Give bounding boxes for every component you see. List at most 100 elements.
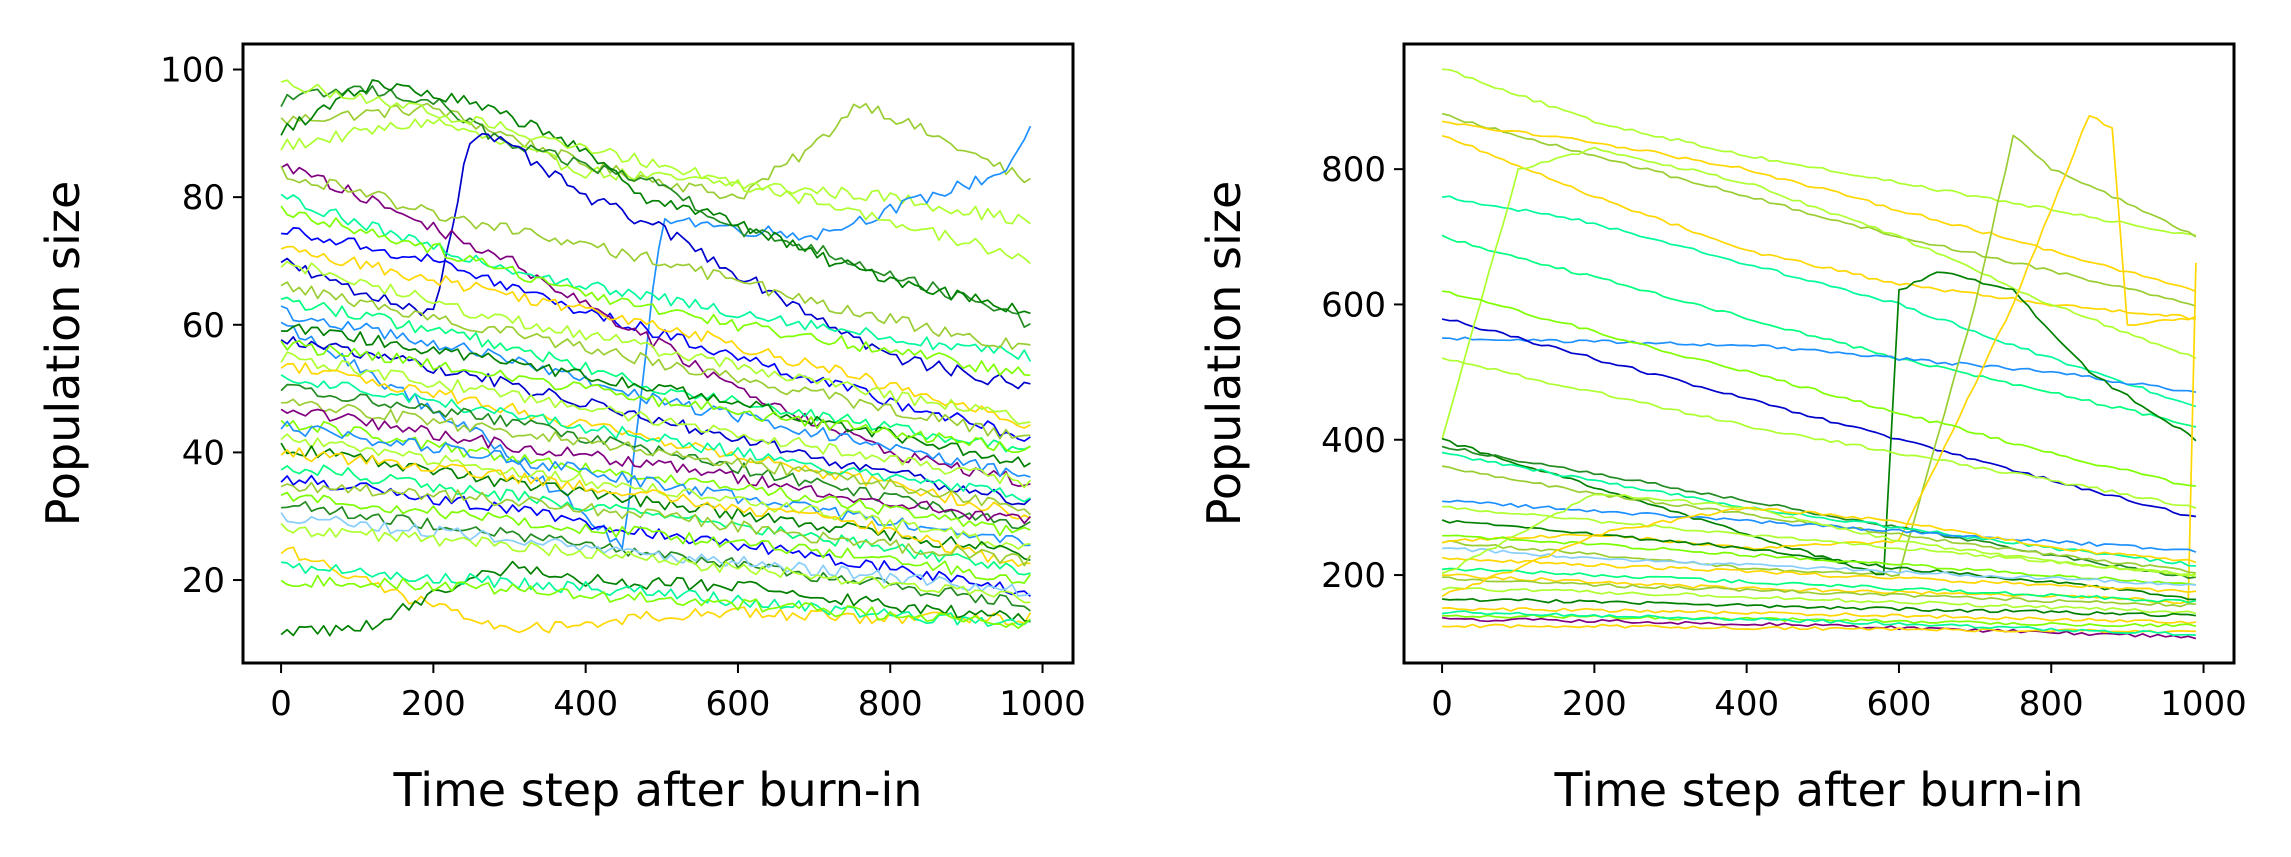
y-tick-label: 60 xyxy=(182,306,225,346)
series-line-4 xyxy=(280,79,1031,315)
series-line-1 xyxy=(1441,112,2197,307)
x-axis-label: Time step after burn-in xyxy=(393,763,923,817)
series-line-26 xyxy=(280,433,1031,550)
series-line-15 xyxy=(281,323,1031,468)
series-group xyxy=(280,79,1032,637)
series-line-5 xyxy=(1441,234,2197,428)
x-tick-label: 1000 xyxy=(2160,684,2247,724)
series-line-25 xyxy=(280,420,1031,547)
series-line-23 xyxy=(1441,556,2197,594)
series-line-30 xyxy=(1441,616,2197,640)
x-tick-label: 800 xyxy=(2019,684,2084,724)
series-line-34 xyxy=(1441,506,2197,598)
series-line-21 xyxy=(280,383,1031,530)
y-tick-label: 600 xyxy=(1321,285,1386,325)
series-line-32 xyxy=(1442,610,2196,636)
x-tick-label: 400 xyxy=(1714,684,1779,724)
x-tick-label: 400 xyxy=(553,684,618,724)
series-line-10 xyxy=(1441,271,2197,576)
y-tick-label: 100 xyxy=(160,51,225,91)
series-line-11 xyxy=(280,260,1031,425)
series-group xyxy=(1441,68,2197,640)
series-line-26 xyxy=(1441,586,2197,615)
series-line-5 xyxy=(280,132,1031,390)
series-line-20 xyxy=(1442,505,2197,577)
x-tick-label: 0 xyxy=(270,684,292,724)
chart-panel-left: 0 200 400 600 800 1000 20 40 60 80 100 Time step af… xyxy=(36,42,1086,817)
series-line-16 xyxy=(1441,451,2196,567)
y-tick-label: 800 xyxy=(1321,150,1386,190)
series-line-41 xyxy=(280,165,1031,351)
series-line-13 xyxy=(1442,290,2196,487)
series-line-13 xyxy=(280,296,1031,453)
y-tick-label: 400 xyxy=(1321,421,1386,461)
series-line-35 xyxy=(280,522,1031,604)
series-line-12 xyxy=(280,281,1031,440)
series-line-19 xyxy=(280,362,1031,520)
x-tick-label: 0 xyxy=(1431,684,1453,724)
x-tick-label: 200 xyxy=(1562,684,1627,724)
series-line-27 xyxy=(1442,597,2197,618)
series-line-31 xyxy=(1442,623,2196,634)
series-line-14 xyxy=(1441,357,2197,509)
axes-frame xyxy=(241,42,1075,665)
series-line-4 xyxy=(1442,195,2197,408)
series-line-19 xyxy=(1441,519,2196,601)
y-tick-label: 80 xyxy=(182,178,225,218)
series-line-34 xyxy=(280,512,1031,597)
x-tick-label: 800 xyxy=(858,684,923,724)
series-line-11 xyxy=(1441,114,2197,551)
series-line-32 xyxy=(280,491,1032,584)
y-tick-label: 20 xyxy=(182,561,225,601)
series-line-8 xyxy=(1441,146,2197,440)
series-line-3 xyxy=(1441,134,2196,320)
series-line-12 xyxy=(1442,262,2197,605)
series-line-18 xyxy=(1442,499,2197,553)
series-line-30 xyxy=(280,474,1031,598)
series-line-28 xyxy=(280,447,1031,568)
series-line-16 xyxy=(280,336,1031,506)
series-line-15 xyxy=(1441,445,2197,579)
series-line-6 xyxy=(1442,336,2197,394)
series-line-23 xyxy=(280,408,1032,525)
series-line-0 xyxy=(280,102,1031,200)
series-line-9 xyxy=(1441,134,2197,577)
series-line-6 xyxy=(281,227,1031,442)
series-line-20 xyxy=(280,374,1031,503)
series-line-40 xyxy=(280,79,1031,265)
series-line-9 xyxy=(280,205,1031,377)
series-line-2 xyxy=(1441,120,2197,293)
series-line-21 xyxy=(1442,534,2197,586)
x-tick-label: 200 xyxy=(401,684,466,724)
x-tick-label: 1000 xyxy=(999,684,1086,724)
series-line-33 xyxy=(1441,493,2197,578)
series-line-36 xyxy=(280,546,1032,634)
series-line-28 xyxy=(1442,607,2197,625)
series-line-8 xyxy=(280,193,1032,362)
y-tick-label: 200 xyxy=(1321,556,1386,596)
series-line-29 xyxy=(1442,613,2197,628)
x-tick-label: 600 xyxy=(706,684,771,724)
y-axis-label: Population size xyxy=(36,181,90,527)
series-line-14 xyxy=(280,305,1031,478)
axes-frame xyxy=(1402,42,2236,665)
chart-panel-right: 0 200 400 600 800 1000 200 400 600 800 Time step a… xyxy=(1197,42,2247,817)
series-line-17 xyxy=(280,339,1031,454)
series-line-37 xyxy=(280,560,1031,637)
series-line-22 xyxy=(1442,547,2196,586)
series-line-24 xyxy=(1442,567,2197,604)
series-line-31 xyxy=(280,481,1032,567)
y-axis-label: Population size xyxy=(1197,181,1251,527)
x-tick-label: 600 xyxy=(1867,684,1932,724)
series-line-1 xyxy=(280,118,1031,225)
series-line-22 xyxy=(281,398,1031,516)
series-line-0 xyxy=(1442,68,2197,237)
series-line-38 xyxy=(280,561,1031,628)
series-line-24 xyxy=(280,419,1031,537)
series-line-3 xyxy=(280,85,1031,328)
series-line-2 xyxy=(280,125,1032,550)
series-line-10 xyxy=(280,245,1031,429)
series-line-39 xyxy=(280,574,1031,630)
series-line-25 xyxy=(1442,576,2196,608)
